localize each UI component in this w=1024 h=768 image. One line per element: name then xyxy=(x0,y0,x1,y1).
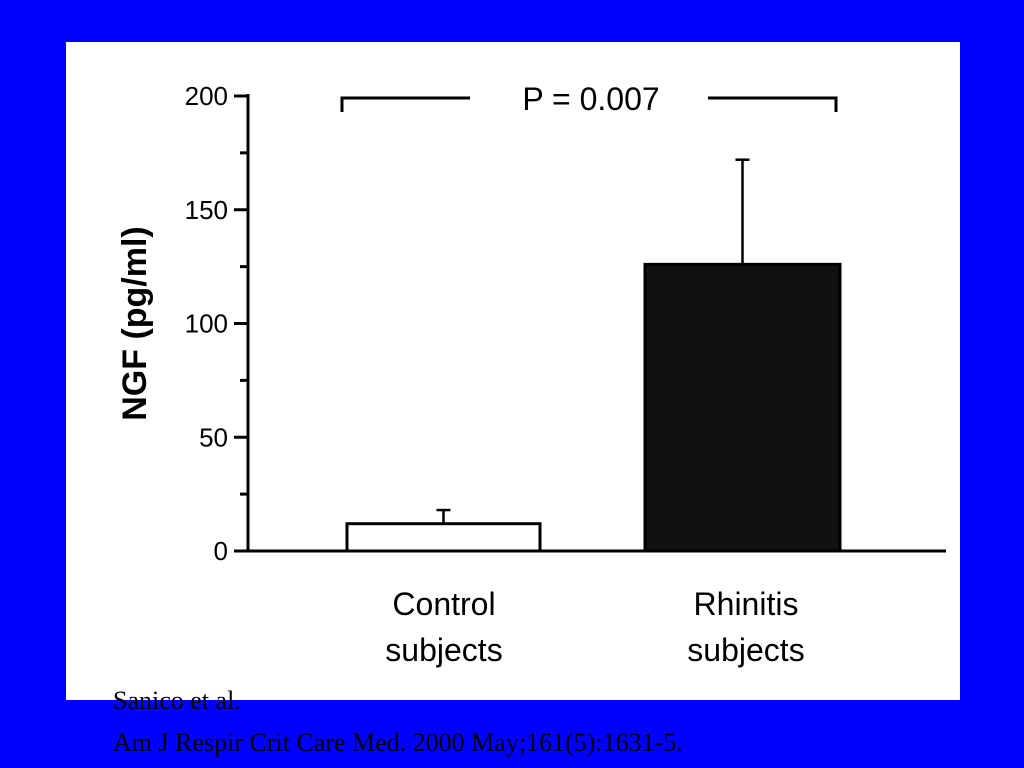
significance-bracket-right xyxy=(708,96,838,112)
significance-label: P = 0.007 xyxy=(522,81,659,117)
significance-bracket-left xyxy=(340,96,470,112)
y-tick-label: 0 xyxy=(214,536,228,566)
y-tick-label: 50 xyxy=(199,422,228,452)
category-label: Rhinitis xyxy=(694,586,799,622)
category-label: subjects xyxy=(687,632,804,668)
y-axis-label: NGF (pg/ml) xyxy=(116,226,154,421)
y-tick-label: 200 xyxy=(185,81,228,111)
bar xyxy=(345,522,542,553)
category-label: subjects xyxy=(385,632,502,668)
chart-figure: 0 50 100 150 200 NGF (pg/ml) Control subjects Rh… xyxy=(66,42,960,700)
bar xyxy=(643,262,842,553)
y-tick-label: 100 xyxy=(185,309,228,339)
y-tick-label: 150 xyxy=(185,195,228,225)
caption-authors: Sanico et al. xyxy=(113,686,241,715)
bar-chart: 0 50 100 150 200 NGF (pg/ml) Control subjects Rh… xyxy=(116,81,946,668)
category-label: Control xyxy=(392,586,495,622)
caption-citation: Am J Respir Crit Care Med. 2000 May;161(… xyxy=(113,728,683,757)
